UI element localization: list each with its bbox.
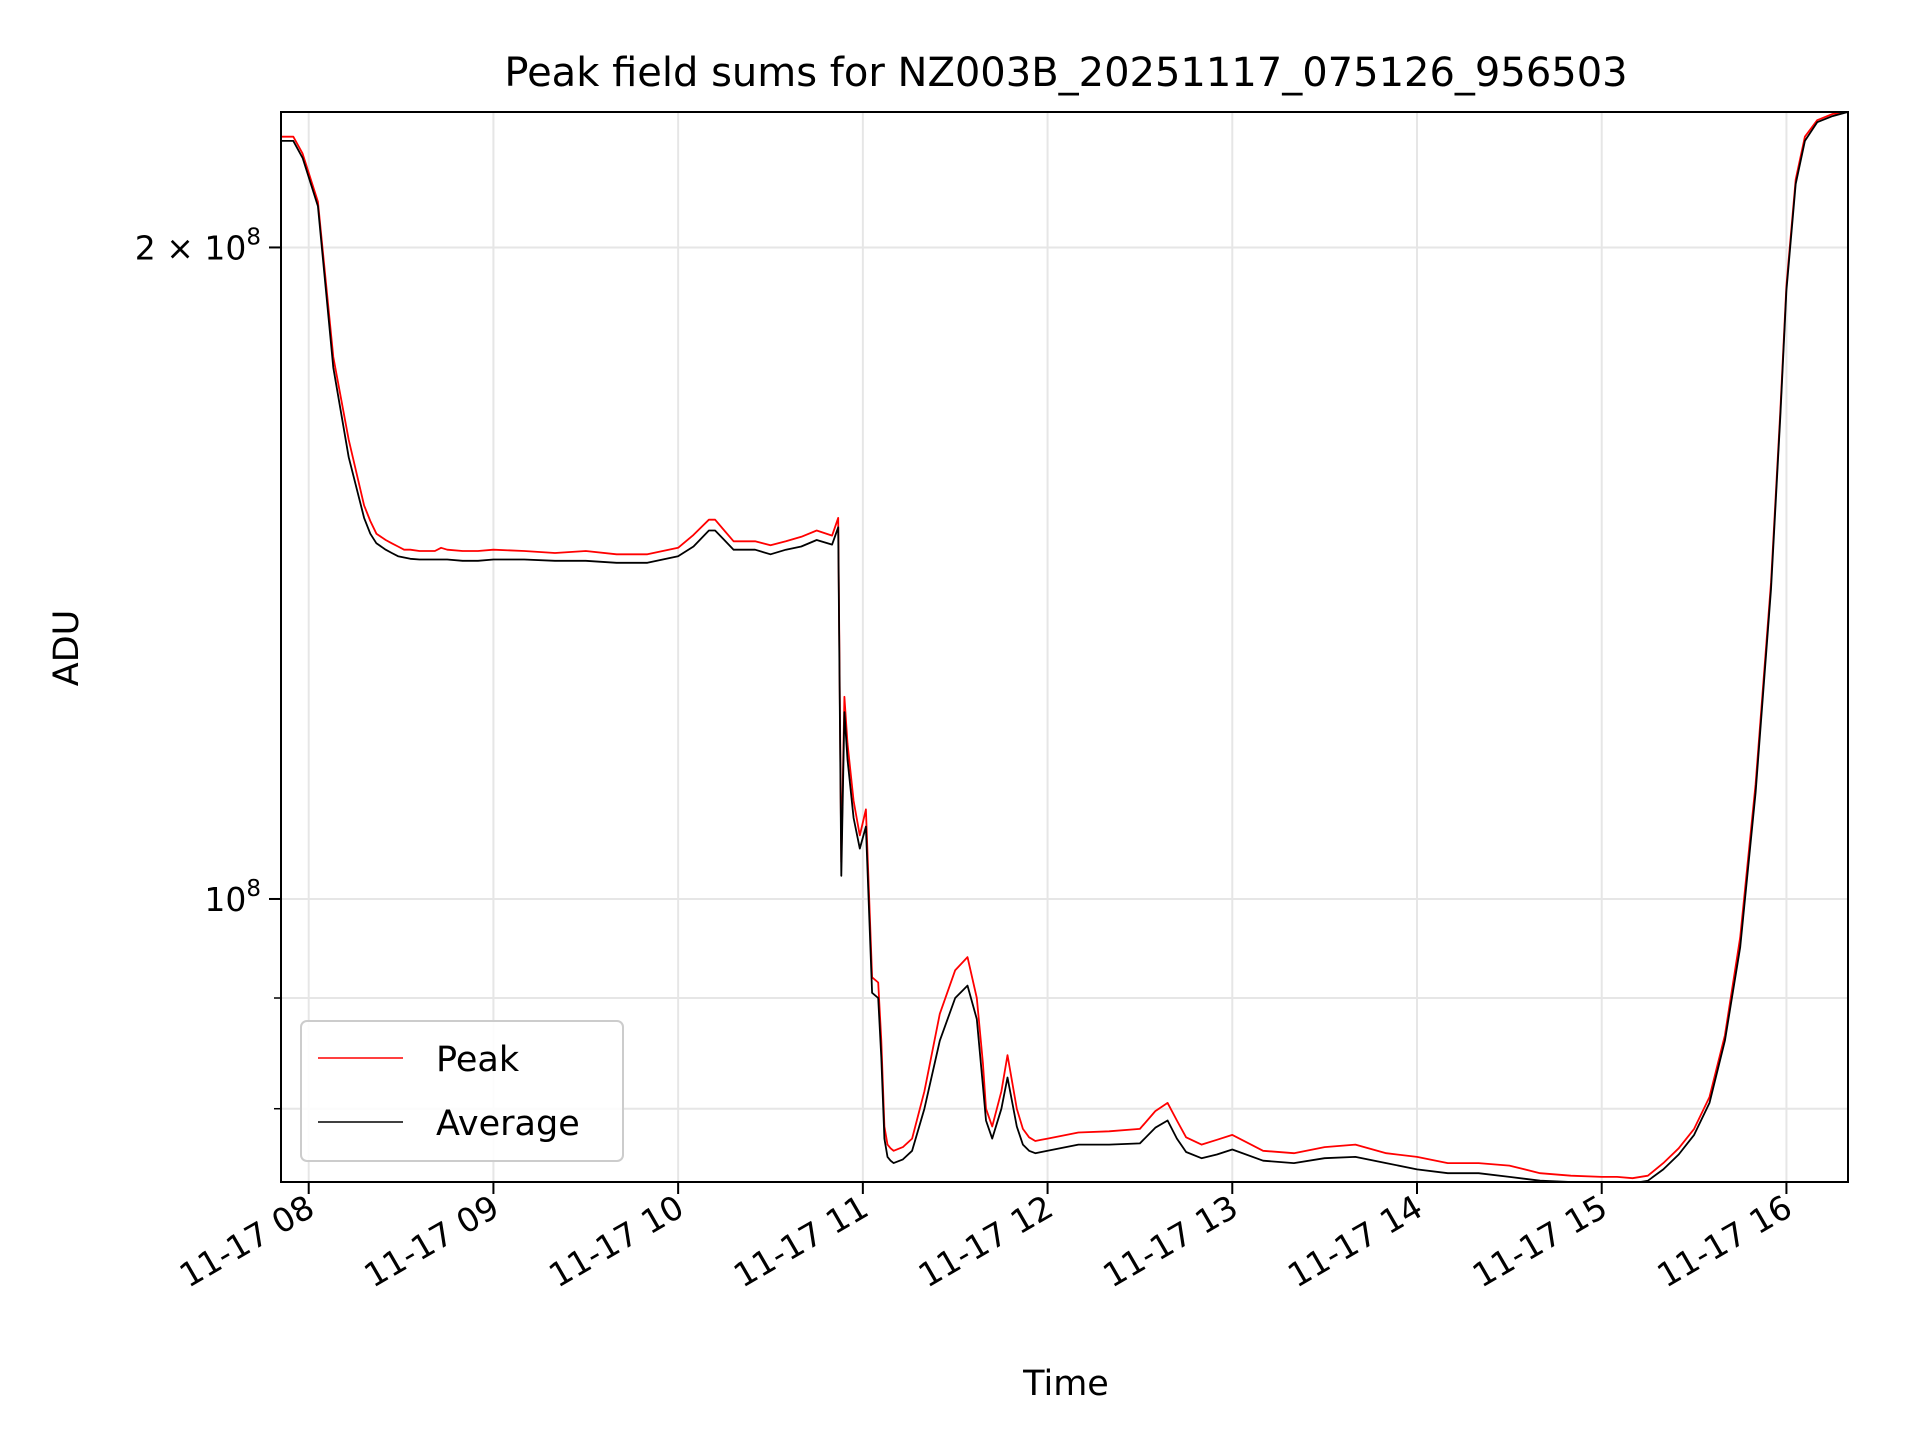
legend-box (300, 1020, 624, 1162)
y-tick-label: 2 × 108 (135, 224, 261, 267)
legend: Peak Average (300, 1020, 624, 1162)
series-layer (281, 112, 1848, 1182)
y-axis: 108 2 × 108 (135, 224, 281, 1110)
series-line-average (281, 112, 1848, 1182)
series-line-peak (281, 112, 1848, 1180)
y-tick-label: 108 (204, 876, 261, 919)
y-axis-label: ADU (47, 610, 87, 687)
chart-title: Peak field sums for NZ003B_20251117_0751… (504, 50, 1627, 96)
x-axis-label: Time (1022, 1364, 1109, 1404)
legend-label-peak: Peak (436, 1040, 520, 1080)
legend-label-average: Average (436, 1104, 580, 1144)
plot-frame (280, 111, 1849, 1183)
